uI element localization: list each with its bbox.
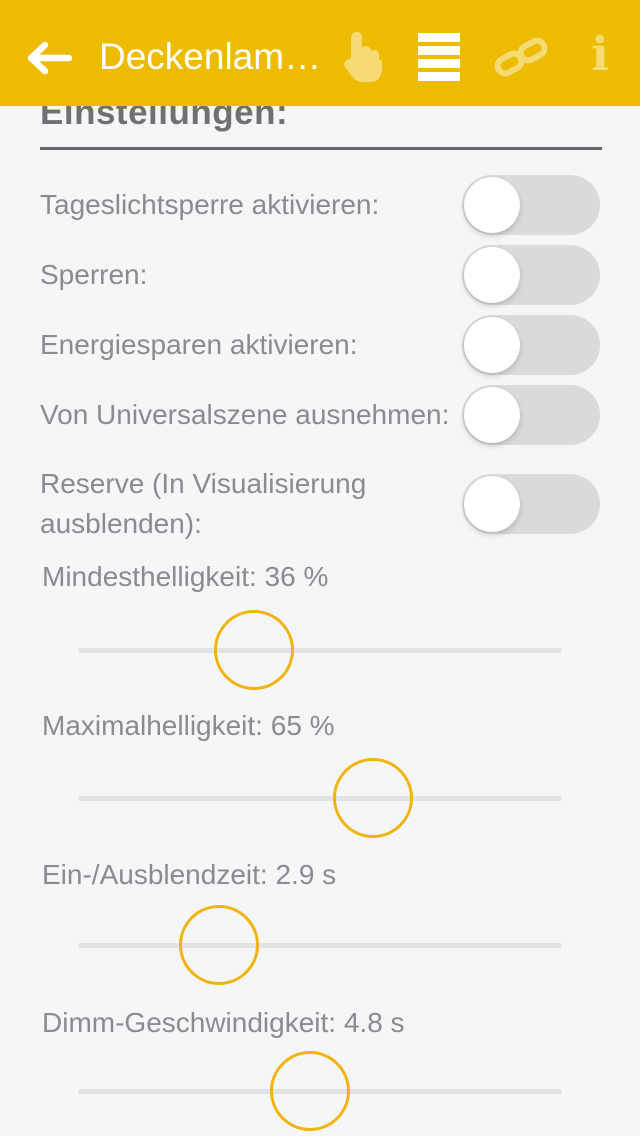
link-icon — [494, 37, 548, 77]
min-brightness-thumb[interactable] — [213, 610, 294, 690]
switch-knob — [464, 476, 520, 532]
info-icon: i — [591, 27, 609, 82]
menu-icon — [418, 33, 460, 82]
dim-speed-thumb[interactable] — [269, 1051, 350, 1131]
row-reserve: Reserve (In Visualisierung ausblenden): — [40, 464, 600, 544]
fade-time-track[interactable] — [78, 943, 562, 948]
row-universal-scene: Von Universalszene ausnehmen: — [40, 385, 600, 445]
back-button[interactable] — [26, 40, 72, 76]
energy-saving-label: Energiesparen aktivieren: — [40, 329, 358, 360]
row-energy-saving: Energiesparen aktivieren: — [40, 315, 600, 375]
lock-label: Sperren: — [40, 259, 148, 290]
max-brightness-track[interactable] — [78, 796, 562, 801]
link-button[interactable] — [494, 36, 548, 78]
min-brightness-track[interactable] — [78, 648, 562, 653]
page-title: Deckenlam… — [99, 36, 322, 77]
lock-switch[interactable] — [462, 245, 600, 305]
row-daylight-lock: Tageslichtsperre aktivieren: — [40, 175, 600, 235]
tap-hand-icon — [344, 32, 382, 82]
daylight-lock-switch[interactable] — [462, 175, 600, 235]
hand-tool-button[interactable] — [338, 30, 382, 82]
max-brightness-label: Maximalhelligkeit: 65 % — [42, 710, 335, 741]
fade-time-thumb[interactable] — [178, 905, 259, 985]
fade-time-label: Ein-/Ausblendzeit: 2.9 s — [42, 859, 337, 890]
back-arrow-icon — [27, 41, 72, 75]
daylight-lock-label: Tageslichtsperre aktivieren: — [40, 189, 380, 220]
heading-underline — [40, 147, 602, 150]
app-header: Deckenlam… — [0, 0, 640, 106]
info-button[interactable]: i — [586, 28, 614, 82]
universal-scene-label: Von Universalszene ausnehmen: — [40, 399, 450, 430]
switch-knob — [464, 387, 520, 443]
reserve-label: Reserve (In Visualisierung ausblenden): — [40, 468, 367, 539]
menu-button[interactable] — [418, 33, 460, 82]
switch-knob — [464, 247, 520, 303]
min-brightness-label: Mindesthelligkeit: 36 % — [42, 561, 329, 592]
switch-knob — [464, 177, 520, 233]
reserve-switch[interactable] — [462, 474, 600, 534]
row-lock: Sperren: — [40, 245, 600, 305]
max-brightness-thumb[interactable] — [333, 758, 414, 838]
switch-knob — [464, 317, 520, 373]
energy-saving-switch[interactable] — [462, 315, 600, 375]
universal-scene-switch[interactable] — [462, 385, 600, 445]
dim-speed-label: Dimm-Geschwindigkeit: 4.8 s — [42, 1007, 405, 1038]
